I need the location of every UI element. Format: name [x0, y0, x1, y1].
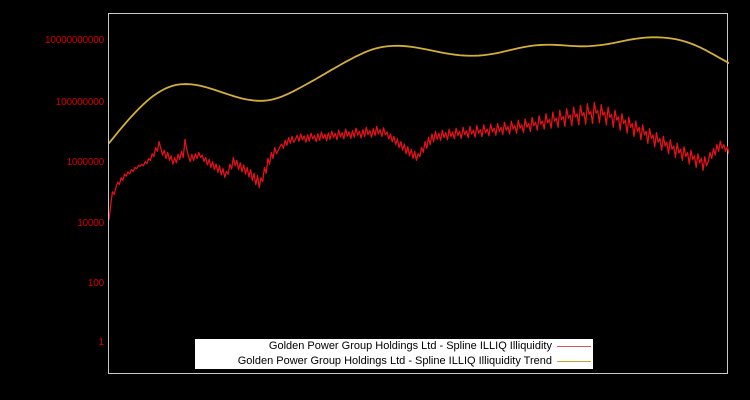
y-tick-label-1e10: 10000000000 — [45, 35, 104, 46]
y-tick-label-1: 1 — [98, 337, 105, 348]
y-axis-tick-labels: 10000000000 100000000 1000000 10000 100 … — [4, 0, 104, 400]
legend-label-illiquidity-trend: Golden Power Group Holdings Ltd - Spline… — [237, 355, 552, 367]
y-tick-label-1e4: 10000 — [77, 218, 104, 229]
y-tick-label-1e8: 100000000 — [55, 97, 104, 108]
legend-item-illiquidity-trend: Golden Power Group Holdings Ltd - Spline… — [195, 354, 593, 369]
legend-swatch-illiquidity-icon — [557, 346, 591, 347]
legend-label-illiquidity: Golden Power Group Holdings Ltd - Spline… — [268, 340, 552, 352]
plot-area — [108, 13, 729, 374]
legend-item-illiquidity: Golden Power Group Holdings Ltd - Spline… — [195, 339, 593, 354]
chart-legend: Golden Power Group Holdings Ltd - Spline… — [194, 338, 594, 370]
y-tick-label-1e6: 1000000 — [66, 157, 104, 168]
y-tick-label-1e2: 100 — [87, 278, 104, 289]
chart-canvas — [109, 36, 729, 221]
legend-swatch-trend-icon — [557, 361, 591, 362]
illiquidity-line-series — [109, 101, 729, 221]
trend-line-series — [109, 36, 729, 144]
